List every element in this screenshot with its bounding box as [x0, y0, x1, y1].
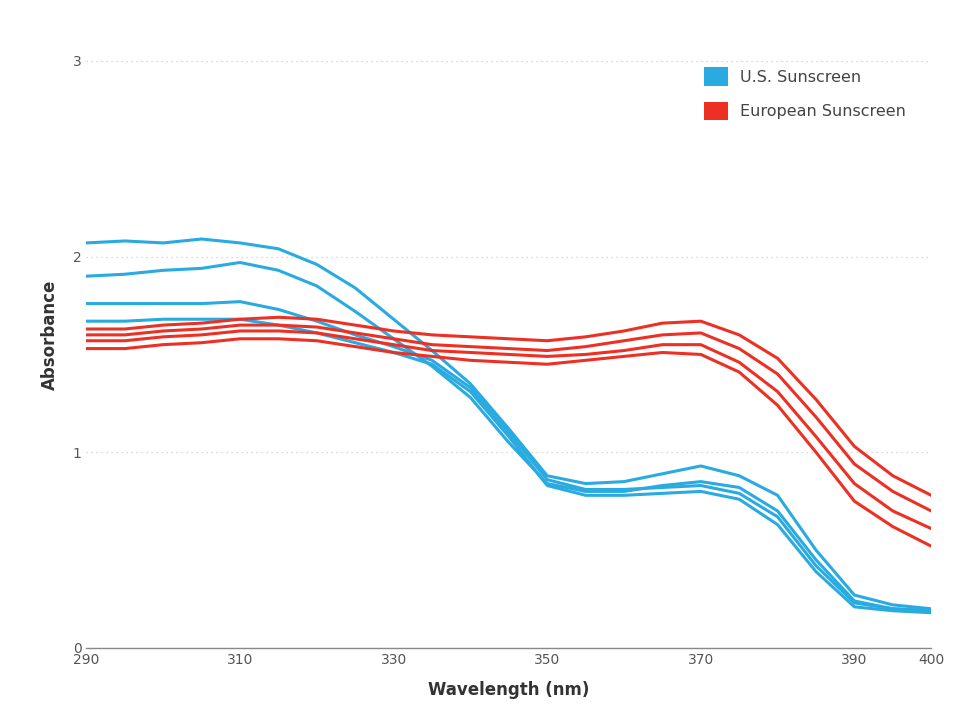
Y-axis label: Absorbance: Absorbance	[40, 280, 59, 390]
X-axis label: Wavelength (nm): Wavelength (nm)	[428, 681, 589, 699]
Legend: U.S. Sunscreen, European Sunscreen: U.S. Sunscreen, European Sunscreen	[704, 68, 906, 120]
